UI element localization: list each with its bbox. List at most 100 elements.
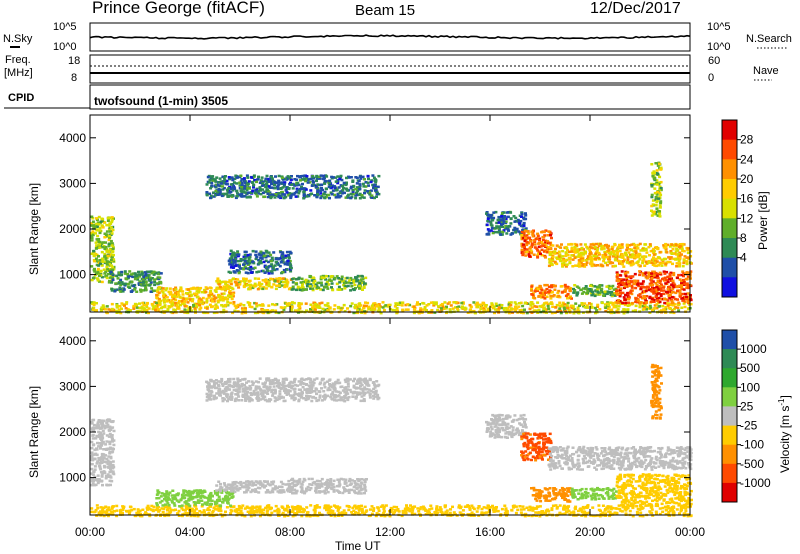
data-cell — [103, 236, 107, 239]
data-cell — [507, 303, 511, 306]
data-cell — [625, 248, 629, 252]
data-cell — [317, 304, 321, 308]
data-cell — [106, 254, 110, 258]
data-cell — [629, 289, 633, 292]
data-cell — [270, 256, 274, 260]
data-cell — [225, 297, 229, 301]
data-cell — [632, 282, 636, 286]
data-cell — [301, 510, 305, 514]
data-cell — [110, 479, 114, 483]
data-cell — [678, 257, 682, 260]
data-cell — [430, 309, 434, 312]
data-cell — [108, 460, 112, 464]
data-cell — [684, 507, 688, 510]
data-cell — [596, 303, 600, 307]
data-cell — [286, 259, 290, 263]
data-cell — [543, 289, 547, 292]
data-cell — [290, 307, 294, 311]
data-cell — [262, 260, 266, 264]
data-cell — [504, 217, 508, 221]
data-cell — [245, 262, 249, 265]
data-cell — [247, 180, 251, 183]
data-cell — [576, 308, 580, 312]
data-cell — [96, 221, 100, 224]
data-cell — [275, 284, 279, 287]
data-cell — [658, 212, 662, 215]
data-cell — [226, 300, 230, 304]
data-cell — [592, 243, 596, 247]
data-cell — [142, 309, 146, 313]
data-cell — [93, 267, 96, 271]
data-cell — [271, 179, 275, 182]
data-cell — [657, 162, 661, 166]
data-cell — [654, 212, 658, 216]
data-cell — [110, 218, 114, 222]
data-cell — [564, 259, 568, 263]
data-cell — [574, 302, 578, 305]
data-cell — [216, 183, 220, 187]
data-cell — [471, 506, 475, 509]
data-cell — [321, 307, 325, 311]
data-cell — [622, 260, 625, 263]
data-cell — [654, 203, 658, 207]
data-cell — [240, 184, 244, 187]
data-cell — [246, 267, 250, 271]
cpid-label: CPID — [8, 92, 34, 104]
data-cell — [105, 457, 109, 461]
data-cell — [358, 302, 362, 305]
data-cell — [317, 175, 321, 178]
data-cell — [96, 426, 100, 430]
data-cell — [267, 185, 271, 188]
data-cell — [483, 511, 487, 515]
data-cell — [98, 243, 102, 246]
data-cell — [498, 303, 502, 307]
data-cell — [638, 273, 642, 277]
data-cell — [616, 251, 619, 254]
data-cell — [650, 193, 654, 197]
data-cell — [236, 278, 240, 281]
data-cell — [597, 508, 601, 512]
data-cell — [321, 288, 325, 292]
data-cell — [584, 259, 588, 262]
data-cell — [159, 281, 163, 284]
data-cell — [375, 190, 379, 194]
data-cell — [243, 267, 247, 270]
data-cell — [672, 511, 676, 514]
data-cell — [247, 257, 251, 260]
data-cell — [222, 292, 226, 295]
data-cell — [619, 287, 623, 290]
data-cell — [164, 310, 168, 313]
data-cell — [252, 174, 256, 177]
data-cell — [644, 299, 648, 303]
data-cell — [172, 297, 176, 300]
data-cell — [309, 287, 313, 290]
data-cell — [243, 265, 247, 268]
data-cell — [101, 437, 105, 440]
data-cell — [521, 311, 525, 315]
data-cell — [103, 471, 107, 475]
data-cell — [599, 263, 603, 266]
data-cell — [223, 296, 227, 300]
data-cell — [94, 241, 98, 244]
data-cell — [246, 283, 250, 287]
data-cell — [502, 308, 506, 312]
data-cell — [195, 305, 199, 309]
data-cell — [679, 244, 683, 248]
data-cell — [153, 280, 157, 284]
data-cell — [549, 243, 553, 247]
data-cell — [370, 306, 374, 310]
data-cell — [152, 270, 156, 274]
data-cell — [291, 281, 295, 284]
data-cell — [508, 309, 512, 312]
data-cell — [538, 305, 542, 308]
data-cell — [377, 308, 381, 311]
data-cell — [220, 192, 224, 196]
data-cell — [285, 177, 289, 181]
data-cell — [215, 176, 219, 179]
data-cell — [99, 456, 103, 459]
data-cell — [209, 305, 213, 309]
data-cell — [349, 289, 353, 292]
data-cell — [246, 176, 250, 179]
data-cell — [659, 200, 663, 203]
data-cell — [561, 264, 565, 267]
